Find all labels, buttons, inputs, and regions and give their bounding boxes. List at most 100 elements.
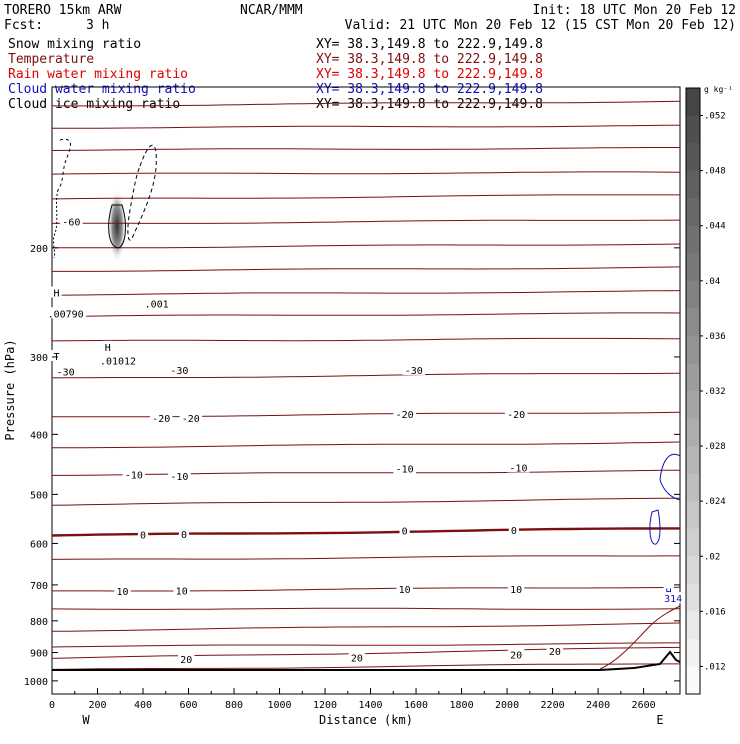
colorbar-segment-21 bbox=[686, 666, 700, 695]
isotherm-19 bbox=[51, 607, 681, 610]
contour-label-19: 0 bbox=[181, 530, 187, 541]
colorbar-segment-17 bbox=[686, 556, 700, 585]
y-tick-label-1: 300 bbox=[30, 353, 48, 364]
contour-label-bg-21 bbox=[508, 524, 519, 536]
isotherm-9 bbox=[51, 312, 681, 318]
temperature-contours bbox=[51, 100, 681, 670]
y-tick-label-3: 500 bbox=[30, 490, 48, 501]
contour-label-bg-25 bbox=[507, 582, 525, 594]
rain-mixing-ratio-contour bbox=[599, 605, 681, 670]
contour-label-2: .00790 bbox=[48, 309, 84, 320]
contour-label-bg-26 bbox=[178, 652, 195, 664]
x-right-end-label: E bbox=[656, 713, 663, 727]
colorbar-segment-1 bbox=[686, 115, 700, 144]
contour-labels: -60H.00790T-30H.01012.001-30-30-20-20-20… bbox=[45, 215, 685, 666]
contour-label-bg-8 bbox=[168, 363, 191, 375]
y-tick-label-5: 700 bbox=[30, 581, 48, 592]
header-init: Init: 18 UTC Mon 20 Feb 12 bbox=[533, 3, 737, 18]
contour-label-17: -10 bbox=[509, 463, 527, 474]
colorbar-tick-label-6: .036 bbox=[704, 332, 726, 342]
contour-label-bg-3 bbox=[51, 349, 62, 361]
colorbar-segment-14 bbox=[686, 473, 700, 502]
contour-label-1: H bbox=[54, 289, 60, 300]
contour-label-8: -30 bbox=[170, 366, 188, 377]
contour-label-31: 314 bbox=[664, 594, 682, 605]
x-left-end-label: W bbox=[82, 713, 90, 727]
legend-xy-1: XY= 38.3,149.8 to 222.9,149.8 bbox=[316, 52, 543, 67]
colorbar-segment-8 bbox=[686, 308, 700, 337]
contour-label-27: 20 bbox=[351, 654, 363, 665]
legend-item-1: Temperature bbox=[8, 52, 94, 67]
contour-label-bg-15 bbox=[168, 470, 191, 482]
isotherm-15 bbox=[51, 497, 680, 506]
y-tick-label-2: 400 bbox=[30, 430, 48, 441]
contour-label-bg-27 bbox=[348, 651, 366, 663]
contour-label-bg-14 bbox=[122, 468, 146, 480]
legend-xy-4: XY= 38.3,149.8 to 222.9,149.8 bbox=[316, 97, 543, 112]
contour-label-18: 0 bbox=[140, 531, 146, 542]
x-tick-label-5: 1000 bbox=[267, 700, 291, 711]
x-axis-label: Distance (km) bbox=[319, 713, 413, 727]
legend-xy-0: XY= 38.3,149.8 to 222.9,149.8 bbox=[316, 37, 543, 52]
colorbar-segment-15 bbox=[686, 501, 700, 530]
isotherm-18 bbox=[52, 586, 681, 592]
colorbar-segment-3 bbox=[686, 170, 700, 199]
cloud-ice-contour-core bbox=[108, 204, 126, 249]
contour-label-bg-18 bbox=[137, 528, 149, 540]
x-tick-label-7: 1400 bbox=[359, 700, 383, 711]
colorbar-segment-13 bbox=[686, 446, 700, 475]
isotherm-12 bbox=[52, 411, 681, 418]
isotherm-5 bbox=[51, 219, 681, 224]
contour-label-bg-30 bbox=[663, 585, 674, 597]
colorbar-tick-label-8: .044 bbox=[704, 222, 726, 232]
colorbar-segment-5 bbox=[686, 225, 700, 254]
contour-label-bg-23 bbox=[173, 584, 190, 596]
isotherm-7 bbox=[52, 266, 681, 272]
isotherm-21 bbox=[51, 642, 680, 648]
y-tick-label-6: 800 bbox=[30, 617, 48, 628]
y-tick-label-0: 200 bbox=[30, 244, 48, 255]
colorbar-unit: g kg⁻¹ bbox=[704, 85, 733, 94]
contour-label-16: -10 bbox=[396, 465, 414, 476]
y-tick-label-8: 1000 bbox=[24, 677, 48, 688]
colorbar: .012 .016 .02 .024 .028 .032 .036 .04 .044 .048 .0… bbox=[685, 87, 726, 695]
contour-label-22: 10 bbox=[117, 587, 129, 598]
x-tick-label-2: 400 bbox=[134, 700, 152, 711]
contour-label-25: 10 bbox=[510, 585, 522, 596]
contour-label-12: -20 bbox=[396, 410, 414, 421]
colorbar-tick-label-3: .024 bbox=[704, 497, 726, 507]
x-tick-label-10: 2000 bbox=[495, 700, 519, 711]
snow-mixing-ratio-maximum bbox=[108, 190, 126, 262]
colorbar-tick-label-0: .012 bbox=[704, 662, 726, 672]
cloud-water-contour-top bbox=[659, 453, 681, 501]
contour-label-bg-11 bbox=[179, 412, 203, 424]
contour-label-bg-2 bbox=[45, 307, 87, 319]
legend-item-3: Cloud water mixing ratio bbox=[8, 82, 196, 97]
contour-label-bg-12 bbox=[393, 407, 416, 419]
contour-label-bg-28 bbox=[507, 648, 525, 660]
isotherm-23 bbox=[51, 663, 680, 670]
colorbar-segment-19 bbox=[686, 611, 700, 640]
cloud-ice-contour-left bbox=[57, 138, 71, 191]
cloud-water-contour-lower bbox=[649, 509, 661, 545]
contour-label-11: -20 bbox=[182, 414, 200, 425]
isotherm-8 bbox=[51, 290, 681, 296]
contour-label-bg-7 bbox=[142, 297, 172, 309]
x-tick-label-6: 1200 bbox=[313, 700, 337, 711]
colorbar-segment-12 bbox=[686, 418, 700, 447]
snow-contour-001 bbox=[127, 144, 157, 241]
x-tick-label-3: 600 bbox=[179, 700, 197, 711]
isotherm-22 bbox=[51, 646, 681, 659]
contour-label-20: 0 bbox=[402, 527, 408, 538]
contour-label-13: -20 bbox=[507, 410, 525, 421]
legend-item-0: Snow mixing ratio bbox=[8, 37, 141, 52]
x-tick-label-9: 1800 bbox=[450, 700, 474, 711]
contour-label-bg-31 bbox=[661, 592, 685, 604]
contour-label-14: -10 bbox=[125, 470, 143, 481]
colorbar-segment-9 bbox=[686, 335, 700, 364]
contour-label-24: 10 bbox=[399, 585, 411, 596]
plot-frame bbox=[51, 86, 681, 695]
